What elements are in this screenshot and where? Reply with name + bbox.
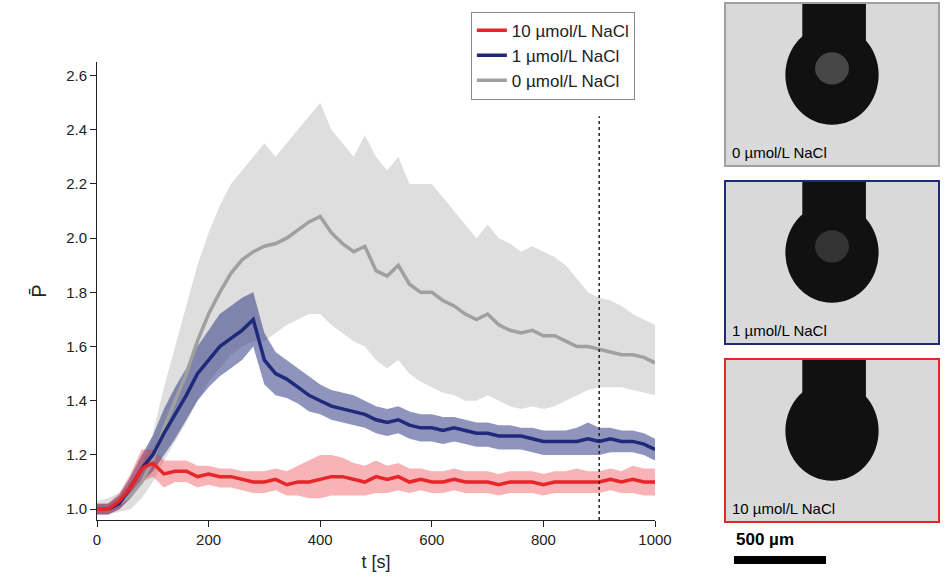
svg-text:800: 800 <box>531 531 556 548</box>
svg-text:10 µmol/L NaCl: 10 µmol/L NaCl <box>512 22 629 41</box>
svg-text:2.6: 2.6 <box>66 67 87 84</box>
svg-text:600: 600 <box>419 531 444 548</box>
svg-text:1.8: 1.8 <box>66 284 87 301</box>
svg-text:1.6: 1.6 <box>66 338 87 355</box>
svg-text:2.0: 2.0 <box>66 229 87 246</box>
svg-text:2.4: 2.4 <box>66 121 87 138</box>
svg-text:0: 0 <box>93 531 101 548</box>
svg-text:P̄: P̄ <box>28 284 50 297</box>
svg-text:1.2: 1.2 <box>66 446 87 463</box>
html-text:500 µm: 500 µm <box>736 530 794 549</box>
svg-text:0 µmol/L NaCl: 0 µmol/L NaCl <box>512 72 619 91</box>
svg-text:t [s]: t [s] <box>361 552 390 572</box>
svg-text:1.0: 1.0 <box>66 500 87 517</box>
svg-text:1000: 1000 <box>638 531 671 548</box>
svg-text:1 µmol/L NaCl: 1 µmol/L NaCl <box>512 47 619 66</box>
svg-text:400: 400 <box>308 531 333 548</box>
svg-text:200: 200 <box>196 531 221 548</box>
svg-text:2.2: 2.2 <box>66 175 87 192</box>
svg-text:1.4: 1.4 <box>66 392 87 409</box>
html-text:0 µmol/L NaCl: 0 µmol/L NaCl <box>732 144 827 161</box>
html-text:1 µmol/L NaCl: 1 µmol/L NaCl <box>732 322 827 339</box>
html-text:10 µmol/L NaCl: 10 µmol/L NaCl <box>732 500 836 517</box>
